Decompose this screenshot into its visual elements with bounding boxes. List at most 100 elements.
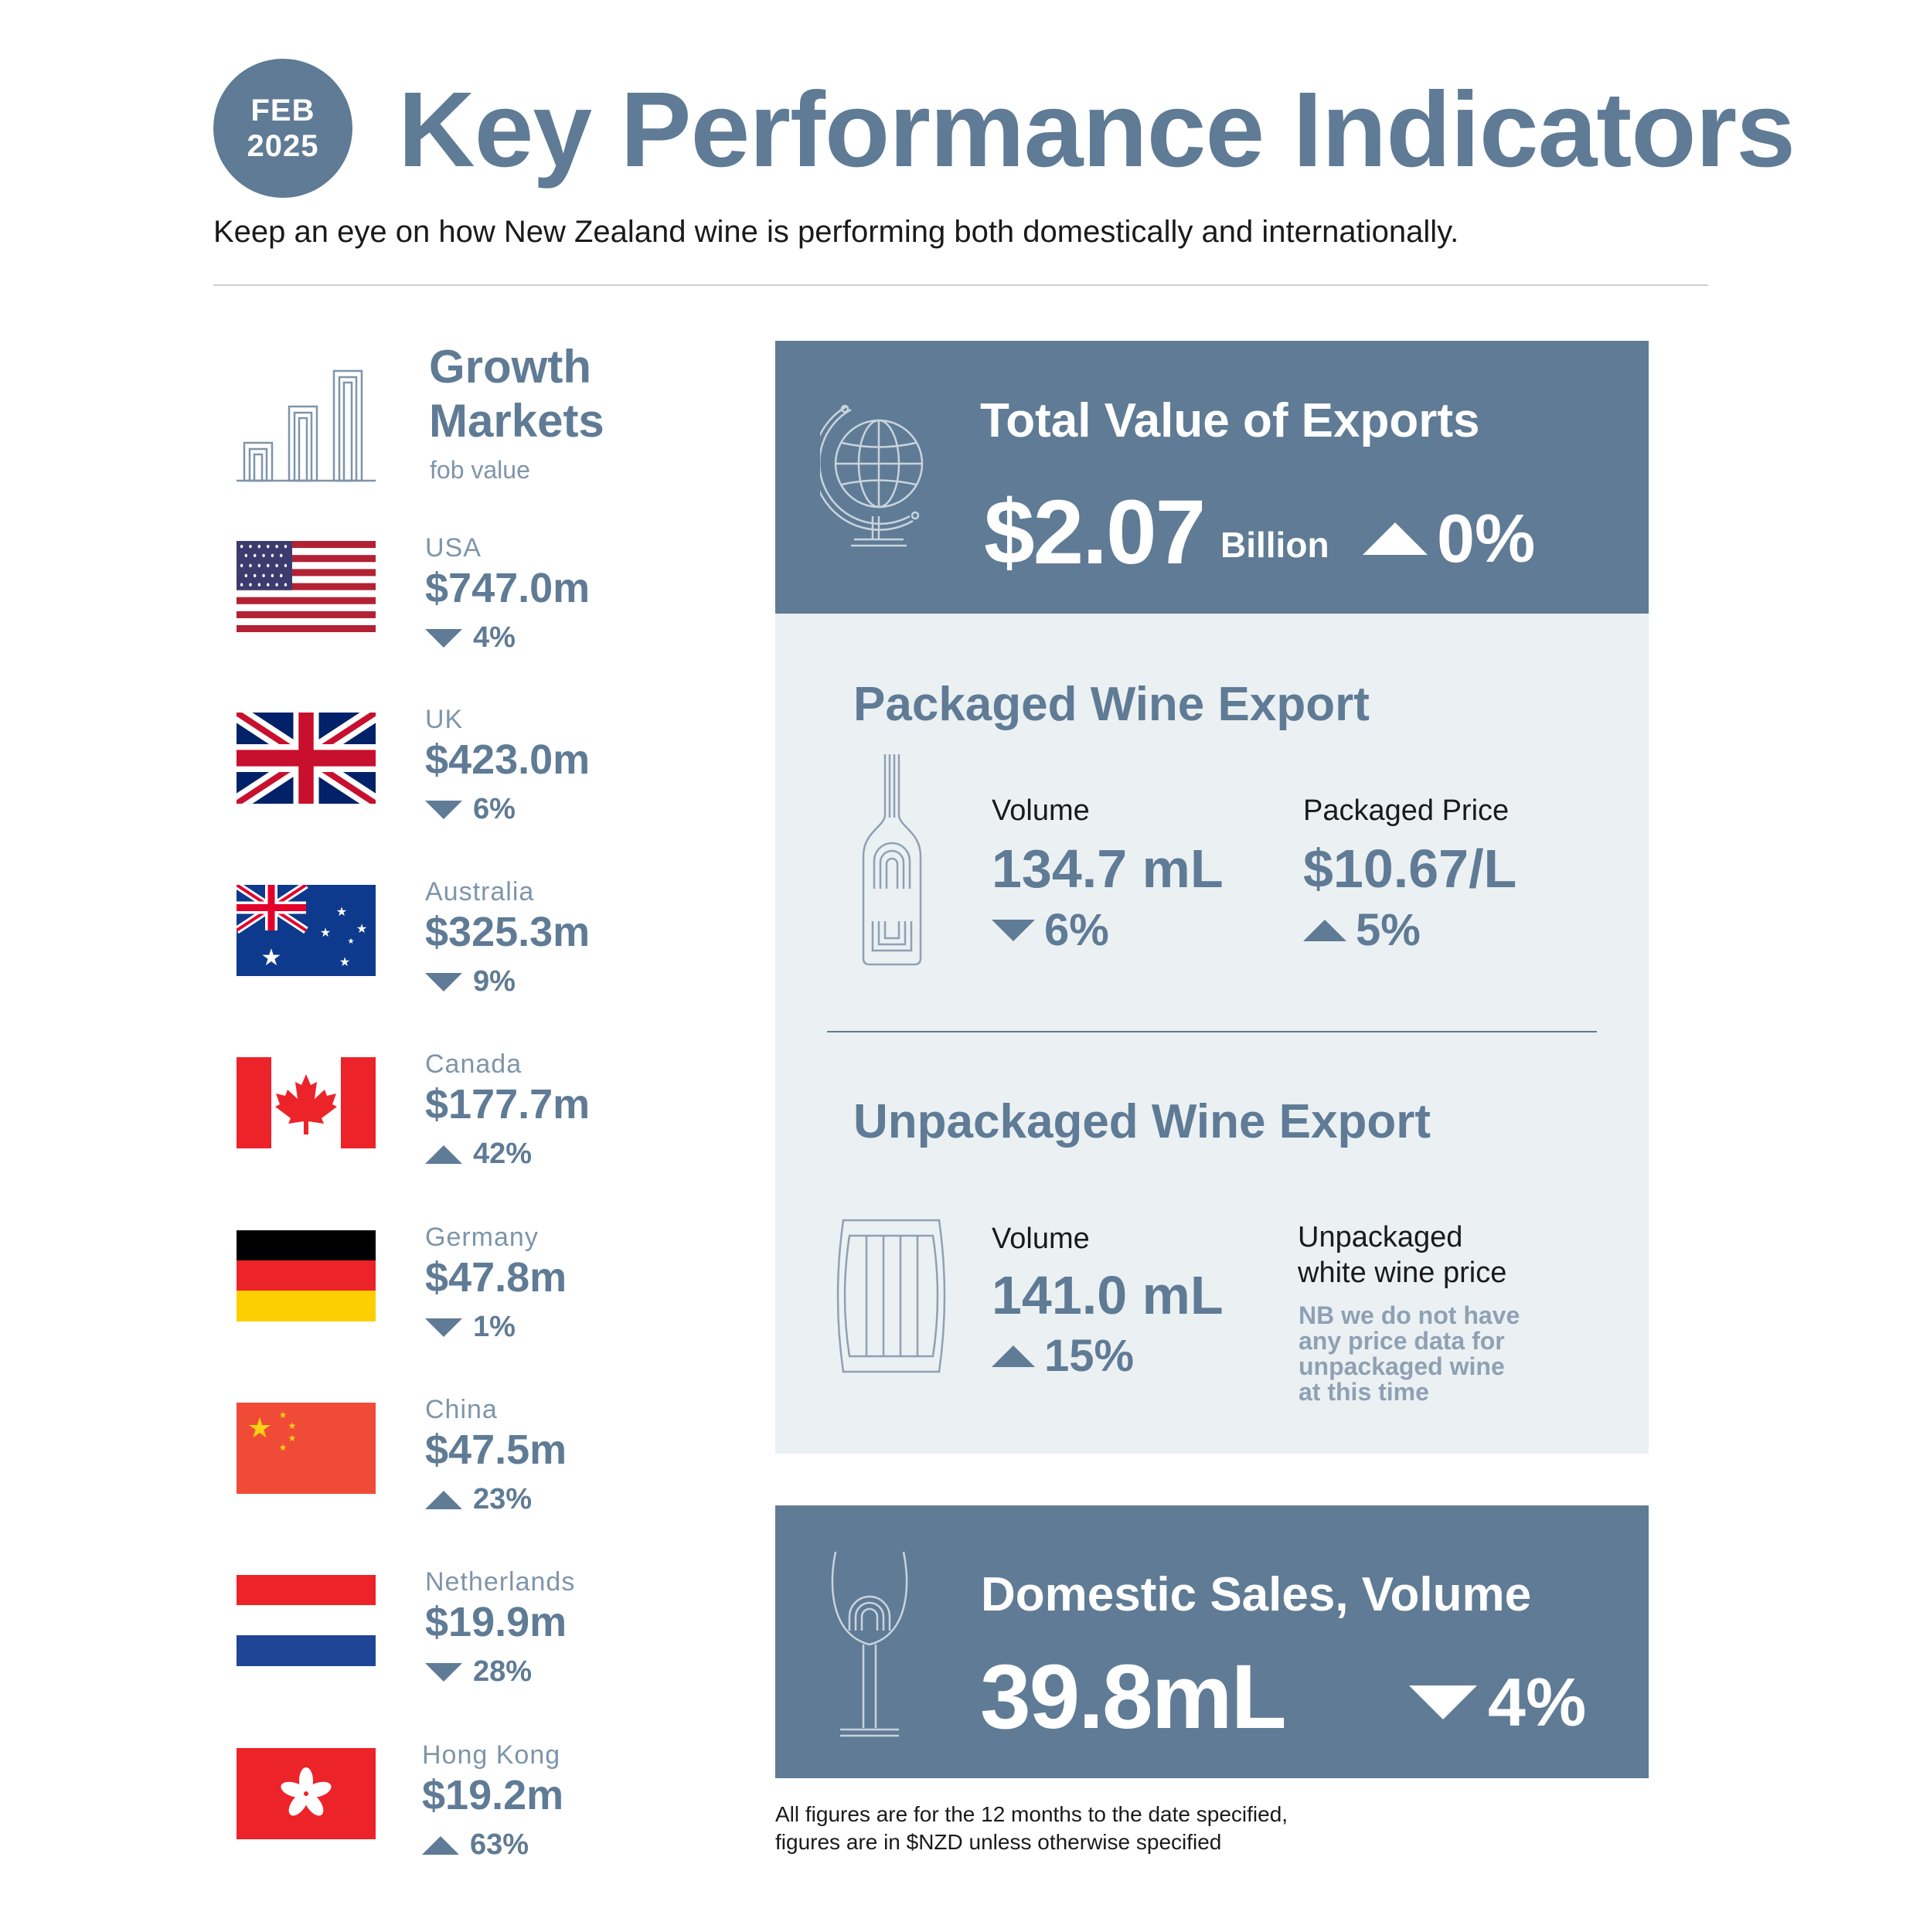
domestic-sales-change-value: 4% [1488,1664,1587,1740]
market-value: $325.3m [425,909,591,955]
svg-text:★: ★ [279,1410,288,1420]
up-arrow-icon [992,1345,1035,1367]
market-name: Germany [425,1223,539,1252]
market-china: ★ ★ ★ ★ ★ China $47.5m 23% [237,1395,669,1526]
unpackaged-volume-value: 141.0 mL [992,1265,1224,1325]
usa-flag [237,541,376,632]
packaged-volume-change: 6% [992,904,1109,956]
market-hong-kong: Hong Kong $19.2m 63% [237,1740,669,1872]
header-divider [213,284,1708,286]
packaged-price-value: $10.67/L [1303,838,1517,899]
domestic-sales-change: 4% [1409,1663,1586,1742]
unpackaged-price-label: Unpackaged white wine price [1298,1219,1506,1291]
down-arrow-icon [1409,1685,1477,1719]
page-subtitle: Keep an eye on how New Zealand wine is p… [213,215,1459,249]
domestic-sales-value: 39.8mL [980,1646,1287,1748]
uk-flag [237,713,376,804]
svg-text:★: ★ [247,1413,272,1444]
svg-text:★: ★ [320,925,331,940]
up-arrow-icon [425,1145,462,1164]
market-change-value: 23% [473,1483,533,1515]
up-arrow-icon [422,1835,459,1855]
svg-text:★: ★ [356,921,367,936]
australia-flag: ★ ★ ★ ★ ★ ★ [237,885,376,976]
packaged-volume-label: Volume [992,794,1090,827]
unpackaged-price-note: NB we do not have any price data for unp… [1299,1303,1554,1405]
unpackaged-price-label-line1: Unpackaged [1298,1221,1463,1253]
market-value: $423.0m [425,736,591,783]
bar-chart-icon [237,369,376,482]
market-change: 9% [425,965,516,998]
total-exports-title: Total Value of Exports [980,394,1480,447]
market-name: USA [425,533,482,563]
growth-markets-subtitle: fob value [430,456,530,484]
hong-kong-flag [237,1748,376,1839]
unpackaged-title: Unpackaged Wine Export [853,1095,1431,1148]
up-arrow-icon [1363,522,1428,555]
section-divider [827,1031,1597,1032]
market-change: 63% [422,1828,529,1862]
up-arrow-icon [425,1490,462,1509]
svg-text:★: ★ [288,1420,297,1431]
market-change: 1% [425,1311,516,1344]
total-exports-value: $2.07 [984,481,1206,583]
total-exports-unit: Billion [1220,525,1329,565]
packaged-volume-change-value: 6% [1044,905,1109,955]
svg-text:★: ★ [339,954,350,969]
wine-glass-icon [831,1551,908,1737]
market-netherlands: Netherlands $19.9m 28% [237,1567,669,1699]
market-change-value: 1% [473,1311,516,1343]
note-line: at this time [1299,1378,1429,1406]
down-arrow-icon [425,1318,462,1337]
market-uk: UK $423.0m 6% [237,705,669,836]
market-change: 4% [425,621,516,655]
market-change-value: 42% [473,1138,533,1170]
note-line: any price data for [1299,1327,1505,1355]
growth-markets-title-line1: Growth [429,341,591,393]
market-name: Netherlands [425,1567,576,1597]
packaged-price-label: Packaged Price [1303,794,1510,827]
unpackaged-volume-change: 15% [992,1330,1134,1382]
globe-icon [820,404,924,547]
total-exports-change: 0% [1363,499,1535,578]
market-australia: ★ ★ ★ ★ ★ ★ Australia $325.3m 9% [237,877,669,1009]
svg-text:★: ★ [348,937,355,946]
market-name: China [425,1395,498,1424]
down-arrow-icon [992,919,1035,941]
packaged-volume-value: 134.7 mL [992,838,1224,899]
down-arrow-icon [425,800,462,819]
svg-text:★: ★ [279,1442,288,1453]
down-arrow-icon [425,628,462,648]
wine-export-panel: Packaged Wine Export Volume 134.7 mL 6% … [775,614,1649,1454]
footnote-line2: figures are in $NZD unless otherwise spe… [775,1830,1222,1854]
up-arrow-icon [1303,919,1346,941]
unpackaged-volume-change-value: 15% [1044,1331,1135,1381]
market-value: $177.7m [425,1081,591,1128]
market-change: 23% [425,1483,532,1516]
badge-year: 2025 [247,129,319,163]
market-change-value: 28% [473,1655,533,1688]
growth-markets-title-line2: Markets [429,395,604,447]
market-usa: USA $747.0m 4% [237,533,669,665]
domestic-sales-title: Domestic Sales, Volume [981,1568,1532,1621]
market-germany: Germany $47.8m 1% [237,1223,669,1354]
market-name: Australia [425,877,535,906]
domestic-sales-panel: Domestic Sales, Volume 39.8mL 4% [775,1505,1649,1778]
market-canada: Canada $177.7m 42% [237,1049,669,1181]
barrel-icon [836,1219,946,1373]
svg-text:★: ★ [288,1433,297,1444]
germany-flag [237,1230,376,1321]
total-exports-panel: Total Value of Exports $2.07 Billion 0% [775,341,1649,614]
market-change-value: 63% [470,1828,529,1861]
svg-text:★: ★ [261,944,282,971]
date-badge: FEB 2025 [213,59,352,198]
svg-text:★: ★ [336,904,347,919]
market-change-value: 6% [473,793,516,825]
market-name: Canada [425,1049,523,1079]
market-value: $47.5m [425,1427,567,1473]
growth-markets-title: Growth Markets [429,340,604,448]
canada-flag [237,1057,376,1148]
china-flag: ★ ★ ★ ★ ★ [237,1403,376,1494]
netherlands-flag [237,1575,376,1666]
